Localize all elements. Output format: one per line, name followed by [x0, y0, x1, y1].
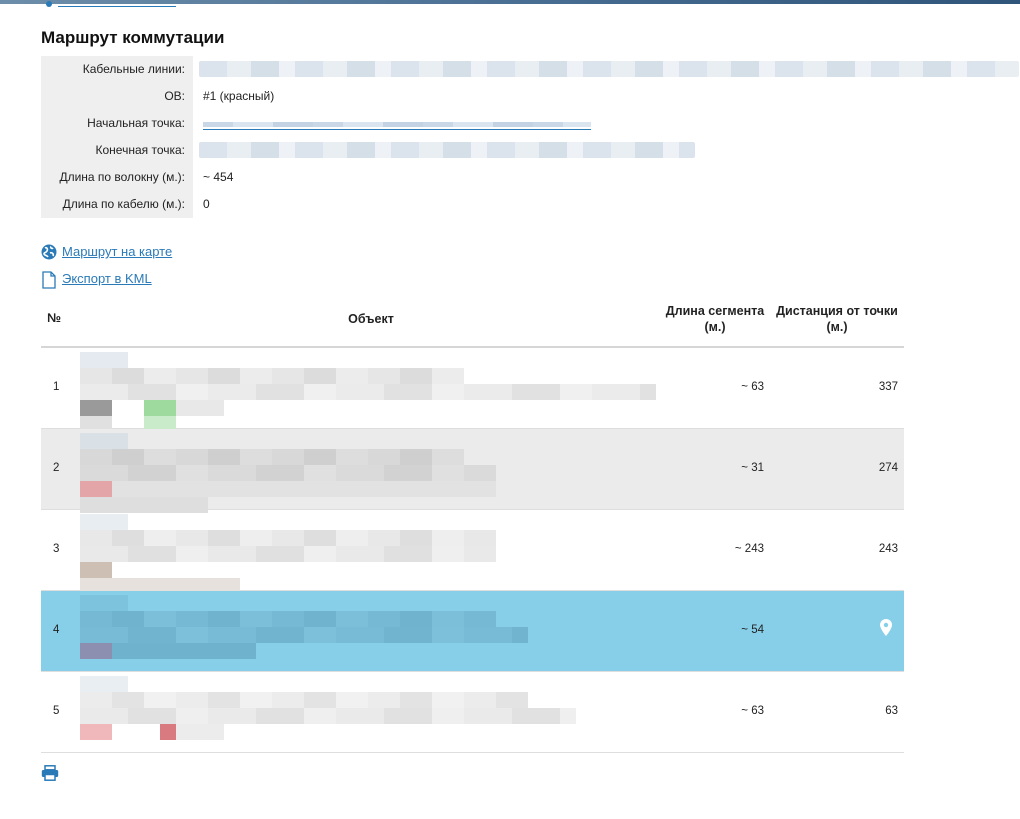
info-label: Кабельные линии:: [41, 56, 193, 83]
row-num: 5: [53, 705, 60, 717]
row-num: 4: [53, 624, 60, 636]
map-route-link[interactable]: Маршрут на карте: [62, 244, 173, 259]
fiber-value: #1 (красный): [203, 89, 275, 103]
row-distance: 63: [885, 705, 898, 717]
info-row-end-point: Конечная точка:: [41, 137, 1020, 164]
export-kml-link[interactable]: Экспорт в KML: [62, 271, 152, 286]
table-row[interactable]: 2 ~ 31 274: [41, 429, 904, 513]
header-num: №: [47, 311, 61, 325]
row-num: 3: [53, 543, 60, 555]
redacted-end-point: [199, 142, 695, 158]
table-row[interactable]: 3 ~ 243 243: [41, 510, 904, 594]
header-segment-length: Длина сегмента (м.): [665, 304, 765, 334]
print-icon[interactable]: [41, 765, 59, 781]
info-label: Начальная точка:: [41, 110, 193, 137]
info-row-cable-lines: Кабельные линии:: [41, 56, 1020, 83]
start-point-link[interactable]: [203, 122, 591, 130]
info-row-cable-length: Длина по кабелю (м.): 0: [41, 191, 1020, 218]
cable-length-value: 0: [203, 197, 210, 211]
row-distance: 274: [878, 462, 898, 474]
row-distance: 337: [878, 381, 898, 393]
page-title: Маршрут коммутации: [41, 28, 225, 47]
row-num: 2: [53, 462, 60, 474]
row-distance: 243: [878, 543, 898, 555]
table-row-selected[interactable]: 4 ~ 54: [41, 591, 904, 672]
row-segment-length: ~ 54: [741, 624, 764, 636]
row-segment-length: ~ 63: [741, 705, 764, 717]
info-row-fiber-length: Длина по волокну (м.): ~ 454: [41, 164, 1020, 191]
row-num: 1: [53, 381, 60, 393]
redacted-object: [80, 433, 677, 513]
redacted-object: [80, 595, 677, 667]
info-label: ОВ:: [41, 83, 193, 110]
route-table: № Объект Длина сегмента (м.) Дистанция о…: [41, 298, 904, 753]
table-row[interactable]: 5 ~ 63 63: [41, 672, 904, 753]
globe-icon: [41, 244, 57, 260]
top-bar: [0, 0, 1020, 4]
info-row-start-point: Начальная точка:: [41, 110, 1020, 137]
info-label: Длина по волокну (м.):: [41, 164, 193, 191]
table-header: № Объект Длина сегмента (м.) Дистанция о…: [41, 298, 904, 348]
redacted-object: [80, 514, 677, 594]
header-distance: Дистанция от точки (м.): [776, 304, 898, 334]
header-object: Объект: [348, 312, 394, 326]
back-link[interactable]: [40, 0, 180, 8]
info-row-fiber: ОВ: #1 (красный): [41, 83, 1020, 110]
row-segment-length: ~ 31: [741, 462, 764, 474]
info-table: Кабельные линии: ОВ: #1 (красный) Началь…: [41, 56, 1020, 218]
info-label: Длина по кабелю (м.):: [41, 191, 193, 218]
fiber-length-value: ~ 454: [203, 170, 234, 184]
map-pin-icon[interactable]: [880, 619, 892, 637]
info-label: Конечная точка:: [41, 137, 193, 164]
redacted-object: [80, 676, 677, 748]
table-row[interactable]: 1 ~ 63 337: [41, 348, 904, 432]
document-icon: [42, 271, 56, 289]
redacted-object: [80, 352, 677, 432]
row-segment-length: ~ 63: [741, 381, 764, 393]
redacted-cable-lines[interactable]: [199, 61, 1019, 77]
row-segment-length: ~ 243: [734, 543, 764, 555]
